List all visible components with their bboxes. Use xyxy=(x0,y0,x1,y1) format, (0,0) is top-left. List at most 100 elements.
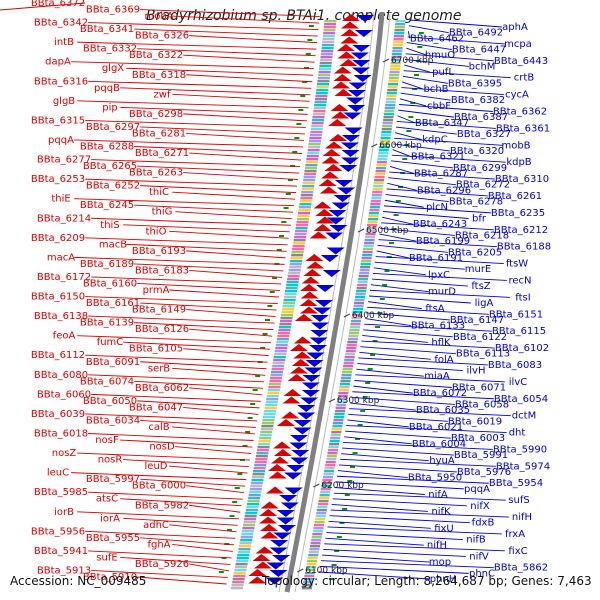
forward-gene-arrow xyxy=(273,449,292,456)
reverse-gene-arrow xyxy=(273,532,292,540)
feature-band-tick xyxy=(363,248,374,251)
forward-gene-arrow xyxy=(321,171,340,179)
forward-gene-arrow xyxy=(334,89,353,96)
label-connector xyxy=(123,459,249,468)
reverse-gene-arrow xyxy=(301,390,320,397)
feature-band-tick xyxy=(292,248,305,251)
feature-band-tick xyxy=(246,503,259,506)
reverse-gene-arrow xyxy=(350,52,369,60)
feature-band-tick xyxy=(324,470,335,473)
gene-label: BBta_6382 xyxy=(451,95,505,106)
feature-band-tick xyxy=(325,464,336,467)
feature-band-tick xyxy=(264,410,277,413)
gene-label: lpxC xyxy=(428,270,450,281)
feature-band-tick xyxy=(373,182,384,185)
label-connector xyxy=(340,458,496,467)
gene-label: BBta_6347 xyxy=(415,118,469,129)
gene-label: BBta_5982 xyxy=(135,500,189,511)
gene-label: thiS xyxy=(100,220,119,231)
feature-band-tick xyxy=(306,158,319,161)
position-marker: 6400 kbp xyxy=(352,311,395,321)
reverse-gene-arrow xyxy=(297,405,316,412)
label-connector xyxy=(91,393,261,402)
feature-band-tick xyxy=(291,254,304,257)
feature-band-tick xyxy=(307,557,318,560)
feature-band-tick xyxy=(311,122,324,125)
gene-label: BBta_6188 xyxy=(497,242,551,253)
feature-band-tick xyxy=(323,29,336,32)
reverse-gene-arrow xyxy=(290,435,309,442)
feature-band-tick xyxy=(374,176,385,179)
gene-label: BBta_6172 xyxy=(37,272,91,283)
gene-label: BBta_6327 xyxy=(457,129,511,140)
feature-band-tick xyxy=(315,98,328,101)
reverse-gene-arrow xyxy=(297,412,316,420)
feature-band-tick xyxy=(301,191,314,194)
gene-label: BBta_6288 xyxy=(80,142,134,153)
gene-label: intB xyxy=(54,37,74,48)
feature-band-tick xyxy=(289,266,302,269)
gene-label: BBta_5941 xyxy=(34,546,88,557)
position-tick xyxy=(313,483,320,488)
gene-label: BBta_6058 xyxy=(455,399,509,410)
label-connector xyxy=(357,363,463,372)
gene-label: BBta_6318 xyxy=(132,70,186,81)
reverse-gene-arrow xyxy=(286,465,305,472)
feature-band-tick xyxy=(269,380,282,383)
feature-band-tick xyxy=(286,284,299,287)
label-connector xyxy=(172,543,233,552)
feature-band-tick xyxy=(371,197,382,200)
gene-label: BBta_6281 xyxy=(132,128,186,139)
feature-band-tick xyxy=(321,44,334,47)
feature-band-tick xyxy=(339,386,350,389)
gene-label: thiE xyxy=(51,194,70,205)
feature-band-tick xyxy=(304,170,317,173)
feature-band-tick xyxy=(290,257,303,260)
feature-band-tick xyxy=(277,335,290,338)
feature-band-tick xyxy=(237,551,250,554)
gene-label: dctM xyxy=(512,411,536,422)
label-connector xyxy=(405,53,494,62)
label-connector xyxy=(333,492,506,501)
feature-band-tick xyxy=(329,440,340,443)
feature-band-tick xyxy=(303,578,314,581)
feature-band-tick xyxy=(311,125,324,128)
gene-label: BBta_5997 xyxy=(86,474,140,485)
feature-band-tick xyxy=(239,545,252,548)
gene-label: BBta_6443 xyxy=(494,56,548,67)
feature-band-tick xyxy=(331,428,342,431)
feature-band-tick xyxy=(317,80,330,83)
feature-band-tick xyxy=(377,158,388,161)
label-connector xyxy=(137,400,260,409)
feature-band-tick xyxy=(276,338,289,341)
feature-band-tick xyxy=(244,518,257,521)
feature-band-tick xyxy=(340,377,351,380)
forward-gene-arrow xyxy=(270,456,289,464)
feature-band-tick xyxy=(344,359,355,362)
feature-band-tick xyxy=(311,536,322,539)
label-connector xyxy=(356,368,424,377)
label-connector xyxy=(319,565,469,574)
feature-band-tick xyxy=(273,356,286,359)
feature-band-tick xyxy=(354,299,365,302)
gene-label: BBta_6205 xyxy=(448,247,502,258)
reverse-gene-arrow xyxy=(284,487,303,495)
gene-label: iorB xyxy=(54,507,74,518)
label-connector xyxy=(77,335,272,344)
feature-band-tick xyxy=(235,563,248,566)
label-connector xyxy=(376,250,409,259)
forward-gene-arrow xyxy=(248,569,267,576)
label-connector xyxy=(134,28,318,37)
feature-band-tick xyxy=(274,353,287,356)
feature-band-tick xyxy=(394,32,405,35)
label-connector xyxy=(140,361,267,370)
feature-band-tick xyxy=(313,107,326,110)
feature-band-tick xyxy=(375,173,386,176)
label-connector xyxy=(183,54,315,63)
label-connector xyxy=(355,374,505,383)
forward-gene-arrow xyxy=(276,419,295,426)
feature-band-tick xyxy=(322,38,335,41)
forward-gene-arrow xyxy=(293,351,312,359)
feature-band-tick xyxy=(372,191,383,194)
forward-gene-arrow xyxy=(259,516,278,524)
